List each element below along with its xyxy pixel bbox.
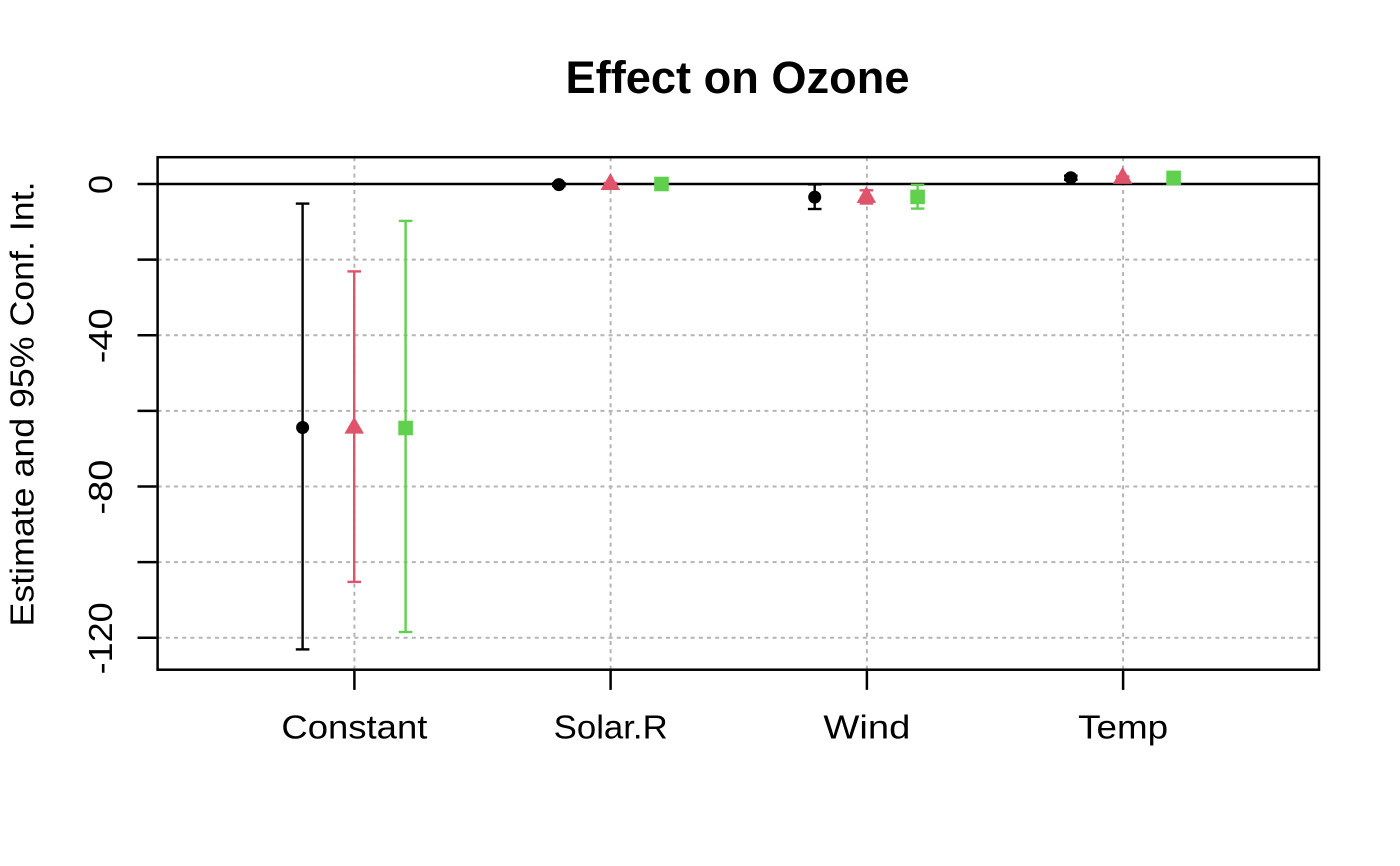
svg-text:-120: -120: [82, 602, 119, 674]
svg-text:-40: -40: [82, 308, 119, 363]
svg-text:Temp: Temp: [1078, 709, 1168, 746]
svg-text:Solar.R: Solar.R: [554, 709, 668, 746]
svg-text:0: 0: [82, 175, 119, 194]
svg-text:Wind: Wind: [823, 709, 910, 746]
svg-text:Effect on Ozone: Effect on Ozone: [566, 52, 910, 103]
svg-text:Estimate and 95% Conf. Int.: Estimate and 95% Conf. Int.: [4, 182, 41, 627]
svg-text:-80: -80: [82, 460, 119, 515]
svg-text:Constant: Constant: [281, 709, 427, 746]
